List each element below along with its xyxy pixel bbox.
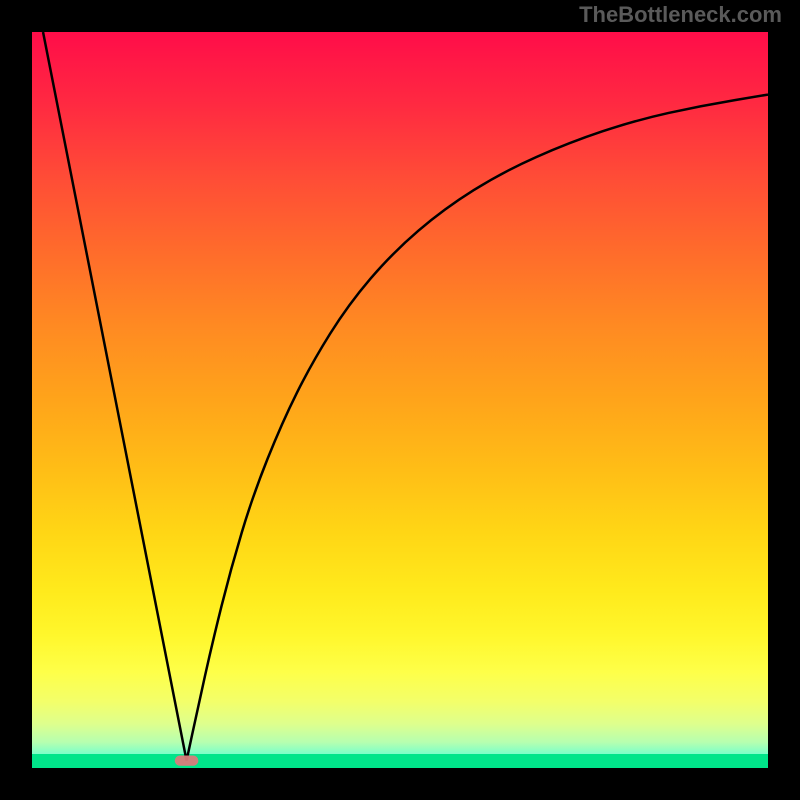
bottleneck-chart: TheBottleneck.com <box>0 0 800 800</box>
watermark-text: TheBottleneck.com <box>579 2 782 28</box>
bottleneck-curve <box>43 32 768 761</box>
plot-area <box>32 32 768 768</box>
curve-layer <box>32 32 768 768</box>
minimum-marker <box>175 755 199 765</box>
